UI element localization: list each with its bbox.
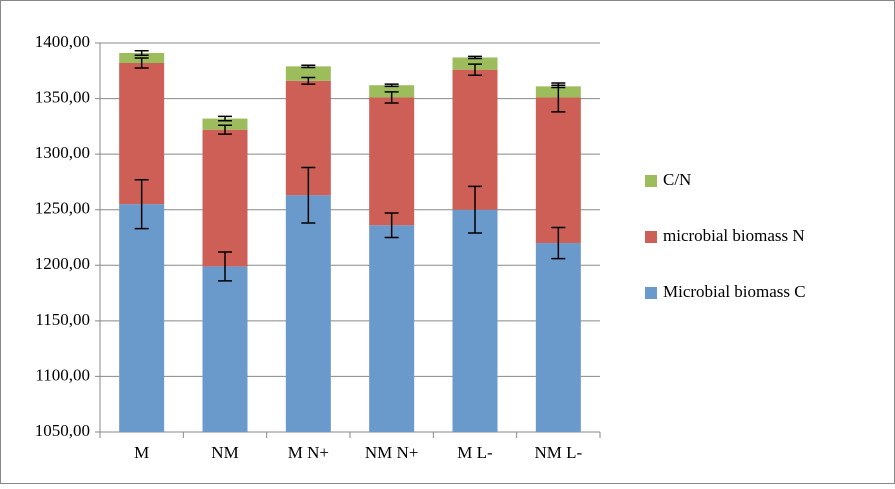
bar-segment bbox=[369, 97, 415, 226]
y-tick-label: 1200,00 bbox=[35, 254, 90, 273]
error-bar bbox=[134, 50, 149, 56]
y-tick-label: 1350,00 bbox=[35, 87, 90, 106]
x-tick-label: NM N+ bbox=[365, 443, 419, 462]
error-bar bbox=[218, 251, 232, 282]
legend-swatch bbox=[645, 287, 657, 299]
x-tick-label: M bbox=[134, 443, 149, 462]
bar-segment bbox=[202, 266, 248, 432]
y-tick-label: 1250,00 bbox=[35, 199, 90, 218]
error-bar bbox=[468, 63, 482, 76]
error-bar bbox=[301, 64, 316, 69]
error-bar bbox=[301, 166, 316, 224]
x-tick-label: NM L- bbox=[534, 443, 582, 462]
bar-segment bbox=[535, 243, 581, 432]
legend-label: microbial biomass N bbox=[663, 226, 805, 245]
x-tick-label: M N+ bbox=[288, 443, 329, 462]
error-bar bbox=[134, 57, 149, 69]
error-bar bbox=[468, 185, 482, 234]
bar-segment bbox=[369, 225, 415, 432]
error-bar bbox=[218, 124, 232, 135]
error-bar bbox=[384, 212, 399, 239]
bar-segment bbox=[452, 209, 498, 432]
error-bar bbox=[301, 76, 316, 85]
bar-segment bbox=[202, 129, 248, 267]
y-tick-label: 1100,00 bbox=[35, 365, 90, 384]
error-bar bbox=[551, 84, 566, 89]
y-tick-label: 1300,00 bbox=[35, 143, 90, 162]
error-bar bbox=[384, 91, 399, 104]
bar-segment bbox=[119, 204, 165, 432]
y-tick-label: 1400,00 bbox=[35, 32, 90, 51]
legend-label: Microbial biomass C bbox=[663, 282, 806, 301]
error-bar bbox=[134, 178, 149, 230]
legend-swatch bbox=[645, 175, 657, 187]
y-tick-label: 1150,00 bbox=[35, 310, 90, 329]
legend-swatch bbox=[645, 231, 657, 243]
bar-segment bbox=[285, 66, 331, 81]
bar-segment bbox=[285, 195, 331, 432]
y-tick-label: 1050,00 bbox=[35, 421, 90, 440]
bar-segment bbox=[535, 97, 581, 244]
x-tick-label: NM bbox=[211, 443, 238, 462]
error-bar bbox=[384, 83, 399, 88]
legend-label: C/N bbox=[663, 170, 691, 189]
error-bar bbox=[218, 115, 232, 122]
error-bar bbox=[468, 55, 482, 60]
x-tick-label: M L- bbox=[457, 443, 493, 462]
error-bar bbox=[551, 226, 566, 260]
bar-segment bbox=[202, 118, 248, 130]
